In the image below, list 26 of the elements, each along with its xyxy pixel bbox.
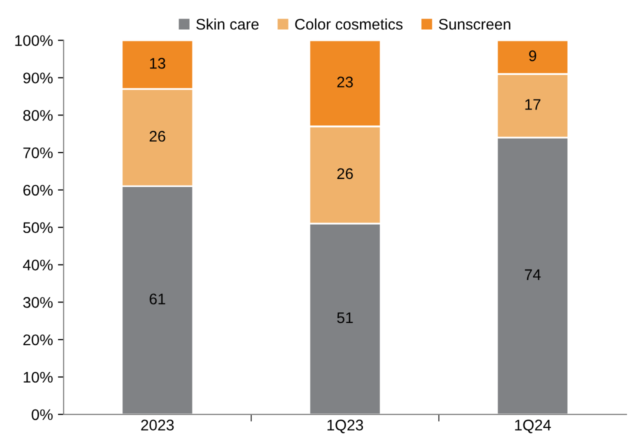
data-label: 9 (529, 50, 536, 62)
y-tick-label: 20% (23, 334, 53, 346)
y-tick-label: 30% (23, 297, 53, 308)
data-label: 51 (337, 312, 353, 324)
y-tick-label: 100% (15, 35, 53, 46)
data-label: 23 (337, 76, 353, 88)
y-tick-label: 10% (24, 372, 53, 383)
data-label: 61 (150, 294, 166, 304)
y-tick-label: 40% (22, 260, 53, 270)
data-label: 26 (337, 168, 353, 180)
x-tick-label: 1Q24 (515, 420, 551, 434)
x-tick-label: 1Q23 (328, 420, 364, 434)
data-label: 13 (150, 58, 166, 69)
legend-label: Color cosmetics (295, 18, 403, 30)
x-tick-label: 2023 (141, 420, 174, 430)
y-tick-label: 90% (23, 72, 53, 84)
y-tick-label: 0% (32, 409, 53, 420)
y-tick-label: 80% (23, 110, 53, 121)
data-label: 17 (525, 99, 540, 110)
y-tick-label: 60% (23, 184, 53, 196)
legend-label: Skin care (196, 18, 259, 30)
data-label: 74 (524, 269, 541, 280)
data-label: 26 (150, 130, 166, 142)
legend-label: Sunscreen (438, 18, 510, 30)
y-tick-label: 50% (23, 222, 53, 234)
y-tick-label: 70% (23, 147, 53, 158)
